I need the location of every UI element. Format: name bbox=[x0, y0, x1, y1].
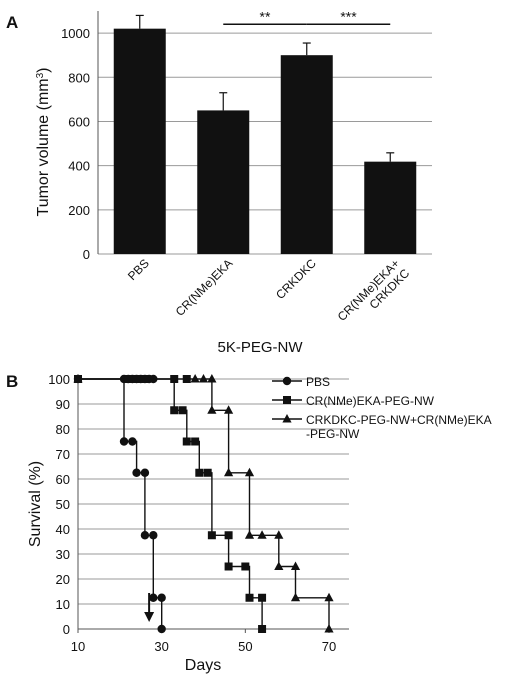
series-point bbox=[258, 593, 267, 602]
series-point bbox=[170, 406, 179, 415]
panel-b-y-axis-label: Survival (%) bbox=[27, 461, 44, 547]
series-point bbox=[207, 374, 217, 383]
y-tick-label: 0 bbox=[63, 622, 70, 637]
series-point bbox=[241, 562, 250, 571]
bar bbox=[113, 28, 166, 254]
legend-marker bbox=[282, 414, 292, 423]
series-point bbox=[119, 437, 129, 446]
y-tick-label: 70 bbox=[56, 447, 70, 462]
arrow-head bbox=[144, 612, 155, 622]
legend-label: PBS bbox=[306, 375, 330, 389]
x-tick-label: 30 bbox=[154, 639, 168, 654]
bar bbox=[364, 161, 417, 254]
y-tick-label: 40 bbox=[56, 522, 70, 537]
series-point bbox=[140, 531, 150, 540]
y-tick-label: 400 bbox=[68, 159, 90, 174]
series-point bbox=[157, 593, 166, 602]
series-point bbox=[244, 467, 255, 477]
series-point bbox=[207, 531, 216, 540]
series-point bbox=[73, 374, 83, 383]
panel-a-plot: 0 200 400 600 800 1000 PBS CR(NMe)EKA CRKDKC CR(N… bbox=[61, 8, 432, 334]
series-point bbox=[290, 592, 301, 602]
y-tick-label: 10 bbox=[56, 597, 70, 612]
category-label-line: CRKDKC bbox=[273, 256, 319, 302]
series-point bbox=[132, 468, 141, 477]
series-point bbox=[224, 405, 234, 414]
panel-a-y-axis-label-sup: 3 bbox=[35, 72, 46, 78]
legend-label: CR(NMe)EKA-PEG-NW bbox=[306, 394, 435, 408]
series-point bbox=[203, 468, 212, 477]
series-point bbox=[324, 624, 334, 633]
series-point bbox=[140, 468, 150, 477]
legend-label-line: CRKDKC-PEG-NW+CR(NMe)EKA bbox=[306, 413, 492, 427]
y-tick-label: 30 bbox=[56, 547, 70, 562]
series-point bbox=[257, 530, 267, 539]
y-tick-label: 1000 bbox=[61, 26, 90, 41]
panel-b-label: B bbox=[6, 372, 18, 391]
category-label-line: PBS bbox=[125, 256, 152, 283]
significance-label: ** bbox=[260, 8, 271, 24]
legend-marker bbox=[283, 396, 291, 404]
y-tick-label: 600 bbox=[68, 114, 90, 129]
x-tick-label: 50 bbox=[238, 639, 252, 654]
legend-label-line: PBS bbox=[306, 375, 330, 389]
y-tick-label: 50 bbox=[56, 497, 70, 512]
series-point bbox=[198, 374, 209, 383]
x-tick-label: 70 bbox=[322, 639, 336, 654]
legend-label-line: CR(NMe)EKA-PEG-NW bbox=[306, 394, 435, 408]
series-point bbox=[191, 437, 200, 446]
series-point bbox=[178, 406, 187, 415]
series-point bbox=[157, 624, 166, 634]
category-label: CRKDKC bbox=[273, 256, 319, 302]
series-point bbox=[274, 530, 284, 539]
bar bbox=[197, 110, 250, 254]
series-point bbox=[224, 467, 234, 477]
series-point bbox=[244, 530, 255, 539]
bar bbox=[280, 55, 333, 254]
category-label: CR(NMe)EKA bbox=[173, 256, 236, 319]
series-point bbox=[207, 405, 217, 414]
category-label-line: CR(NMe)EKA bbox=[173, 256, 236, 319]
legend-label-line: -PEG-NW bbox=[306, 427, 360, 441]
y-tick-label: 20 bbox=[56, 572, 70, 587]
y-tick-label: 0 bbox=[83, 247, 90, 262]
series-point bbox=[245, 593, 254, 602]
panel-a-y-axis-label-main: Tumor volume (mm bbox=[35, 78, 52, 216]
series-point bbox=[195, 468, 204, 477]
panel-a-y-axis-label: Tumor volume (mm3) bbox=[35, 68, 53, 217]
y-tick-label: 100 bbox=[48, 372, 70, 387]
x-tick-label: 10 bbox=[71, 639, 85, 654]
series-line bbox=[78, 378, 263, 629]
series-point bbox=[224, 531, 233, 540]
category-label: PBS bbox=[125, 256, 152, 283]
y-tick-label: 200 bbox=[68, 203, 90, 218]
legend-marker bbox=[282, 376, 292, 386]
series-point bbox=[149, 531, 158, 540]
y-tick-label: 800 bbox=[68, 70, 90, 85]
series-point bbox=[149, 593, 158, 602]
panel-a-y-axis-label-suffix: ) bbox=[35, 68, 52, 73]
category-label: CR(NMe)EKA+CRKDKC bbox=[335, 256, 413, 334]
series-point bbox=[182, 437, 191, 446]
series-point bbox=[258, 625, 267, 633]
series-point bbox=[224, 562, 233, 571]
series-point bbox=[274, 561, 284, 570]
series-point bbox=[290, 561, 301, 570]
y-tick-label: 80 bbox=[56, 422, 70, 437]
series-point bbox=[128, 437, 137, 446]
y-tick-label: 60 bbox=[56, 472, 70, 487]
y-tick-label: 90 bbox=[56, 397, 70, 412]
panel-a-x-axis-label: 5K-PEG-NW bbox=[217, 339, 303, 356]
significance-label: *** bbox=[340, 8, 357, 24]
series-point bbox=[324, 592, 334, 602]
panel-a-label: A bbox=[6, 13, 18, 32]
legend-label: CRKDKC-PEG-NW+CR(NMe)EKA -PEG-NW bbox=[306, 413, 492, 441]
panel-b-x-axis-label: Days bbox=[185, 657, 221, 674]
series-point bbox=[190, 374, 200, 383]
